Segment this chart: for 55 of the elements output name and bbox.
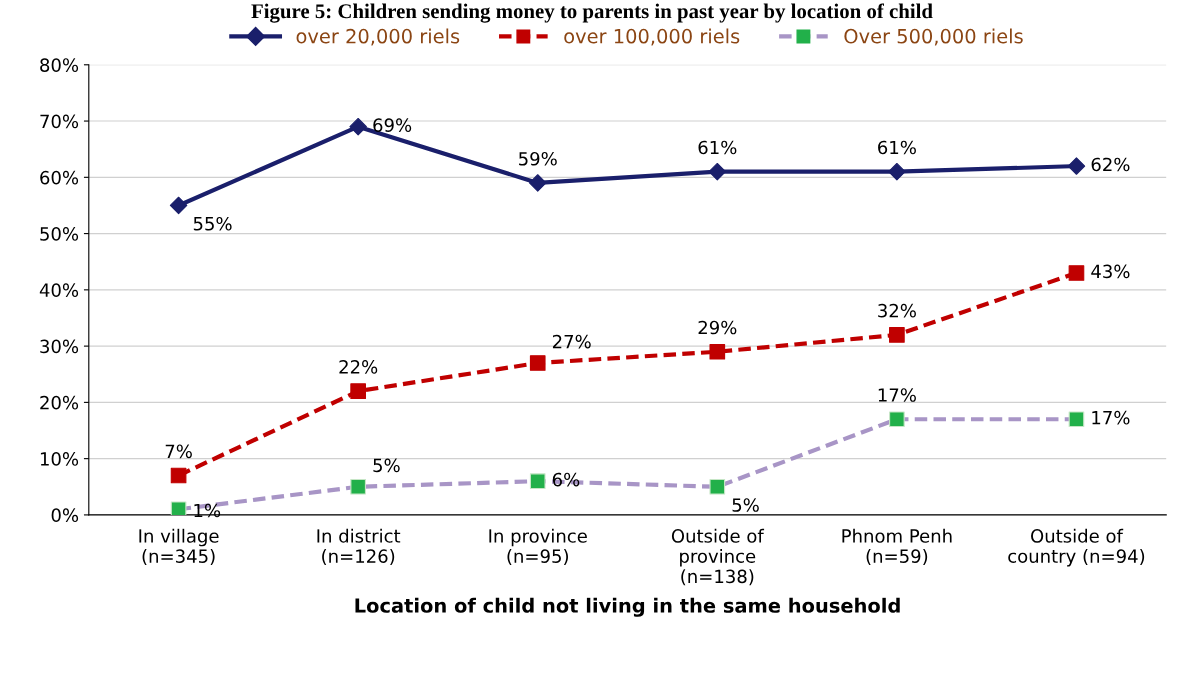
data-label: 62% [1091,157,1130,172]
point [528,174,547,192]
data-label: 5% [373,458,400,473]
point [350,478,366,495]
data-label: 27% [552,334,591,349]
x-tick-label: Phnom Penh (n=59) [842,528,952,566]
data-label: 22% [339,360,378,374]
y-tick-label: 30% [40,339,79,354]
legend-label: over 20,000 riels [296,28,460,46]
y-tick-label: 60% [40,170,79,185]
x-tick-label: Outside of province (n=138) [671,528,765,586]
x-tick-label: Outside of country (n=94) [1008,528,1145,567]
point [1067,157,1086,175]
data-label: 7% [165,444,192,459]
data-label: 55% [193,216,232,231]
point [170,467,187,484]
y-tick-label: 40% [39,283,79,297]
y-tick-label: 0% [51,508,79,523]
point [1068,265,1085,281]
y-tick-label: 10% [40,452,79,466]
x-tick-label: In province (n=95) [489,528,587,566]
point [529,473,546,489]
legend-label: Over 500,000 riels [844,28,1023,46]
data-label: 5% [732,498,759,512]
legend-label: over 100,000 riels [564,28,740,46]
x-tick-label: In district (n=126) [317,528,401,566]
x-axis-title: Location of child not living in the same household [355,597,900,617]
point [170,501,187,515]
point [350,383,366,399]
data-label: 17% [878,388,916,402]
data-label: 29% [698,320,737,335]
point [529,355,546,371]
point [708,162,727,181]
point [709,478,726,495]
point [888,162,906,181]
y-tick-label: 70% [40,114,79,129]
y-tick-label: 80% [40,58,79,72]
data-label: 69% [373,118,412,132]
data-label: 6% [552,472,580,487]
point [709,343,726,360]
y-tick-label: 50% [40,227,79,241]
data-label: 43% [1091,264,1130,279]
data-label: 59% [519,151,557,166]
point [889,411,905,428]
chart-title: Figure 5: Children sending money to parents in past year by location of child [251,3,933,23]
point [169,196,188,215]
point [889,327,905,343]
data-label: 61% [878,140,916,155]
data-label: 17% [1092,410,1130,425]
x-tick-label: In village (n=345) [139,528,219,566]
point [349,117,367,136]
data-label: 32% [878,303,916,318]
point [1068,411,1085,428]
y-tick-label: 20% [40,395,79,410]
data-label: 61% [698,140,737,155]
